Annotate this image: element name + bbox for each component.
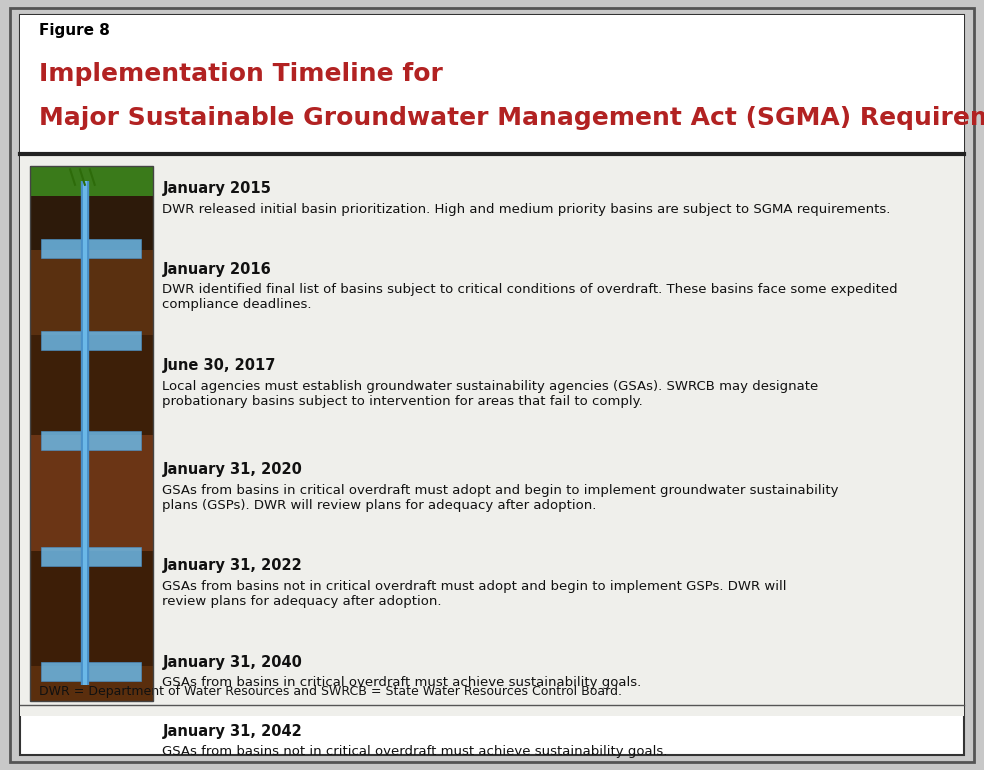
- Text: January 31, 2022: January 31, 2022: [162, 558, 302, 573]
- Text: DWR = Department of Water Resources and SWRCB = State Water Resources Control Bo: DWR = Department of Water Resources and …: [39, 685, 622, 698]
- Bar: [30, 250, 153, 335]
- Text: January 31, 2042: January 31, 2042: [162, 724, 302, 738]
- Bar: [41, 662, 141, 681]
- Bar: [41, 331, 141, 350]
- Text: Figure 8: Figure 8: [39, 22, 110, 38]
- Bar: [30, 166, 153, 196]
- Text: January 31, 2040: January 31, 2040: [162, 654, 302, 669]
- Text: DWR released initial basin prioritization. High and medium priority basins are s: DWR released initial basin prioritizatio…: [162, 203, 891, 216]
- Bar: [41, 239, 141, 258]
- Text: Major Sustainable Groundwater Management Act (SGMA) Requirements: Major Sustainable Groundwater Management…: [39, 105, 984, 129]
- Text: June 30, 2017: June 30, 2017: [162, 358, 276, 373]
- Text: DWR identified final list of basins subject to critical conditions of overdraft.: DWR identified final list of basins subj…: [162, 283, 898, 311]
- Text: January 2016: January 2016: [162, 262, 272, 276]
- Text: January 31, 2020: January 31, 2020: [162, 462, 302, 477]
- Text: Local agencies must establish groundwater sustainability agencies (GSAs). SWRCB : Local agencies must establish groundwate…: [162, 380, 819, 407]
- Text: GSAs from basins in critical overdraft must achieve sustainability goals.: GSAs from basins in critical overdraft m…: [162, 676, 642, 689]
- Bar: [30, 196, 153, 250]
- Text: January 2015: January 2015: [162, 181, 272, 196]
- Bar: [30, 551, 153, 666]
- Text: GSAs from basins not in critical overdraft must achieve sustainability goals.: GSAs from basins not in critical overdra…: [162, 745, 668, 758]
- Bar: [30, 166, 153, 701]
- Text: GSAs from basins in critical overdraft must adopt and begin to implement groundw: GSAs from basins in critical overdraft m…: [162, 484, 839, 511]
- Bar: [30, 335, 153, 435]
- Bar: [30, 435, 153, 551]
- Bar: [30, 666, 153, 701]
- Bar: [20, 15, 964, 154]
- Bar: [41, 431, 141, 450]
- Bar: [20, 154, 964, 716]
- Text: GSAs from basins not in critical overdraft must adopt and begin to implement GSP: GSAs from basins not in critical overdra…: [162, 580, 787, 608]
- Bar: [41, 547, 141, 566]
- Text: Implementation Timeline for: Implementation Timeline for: [39, 62, 443, 85]
